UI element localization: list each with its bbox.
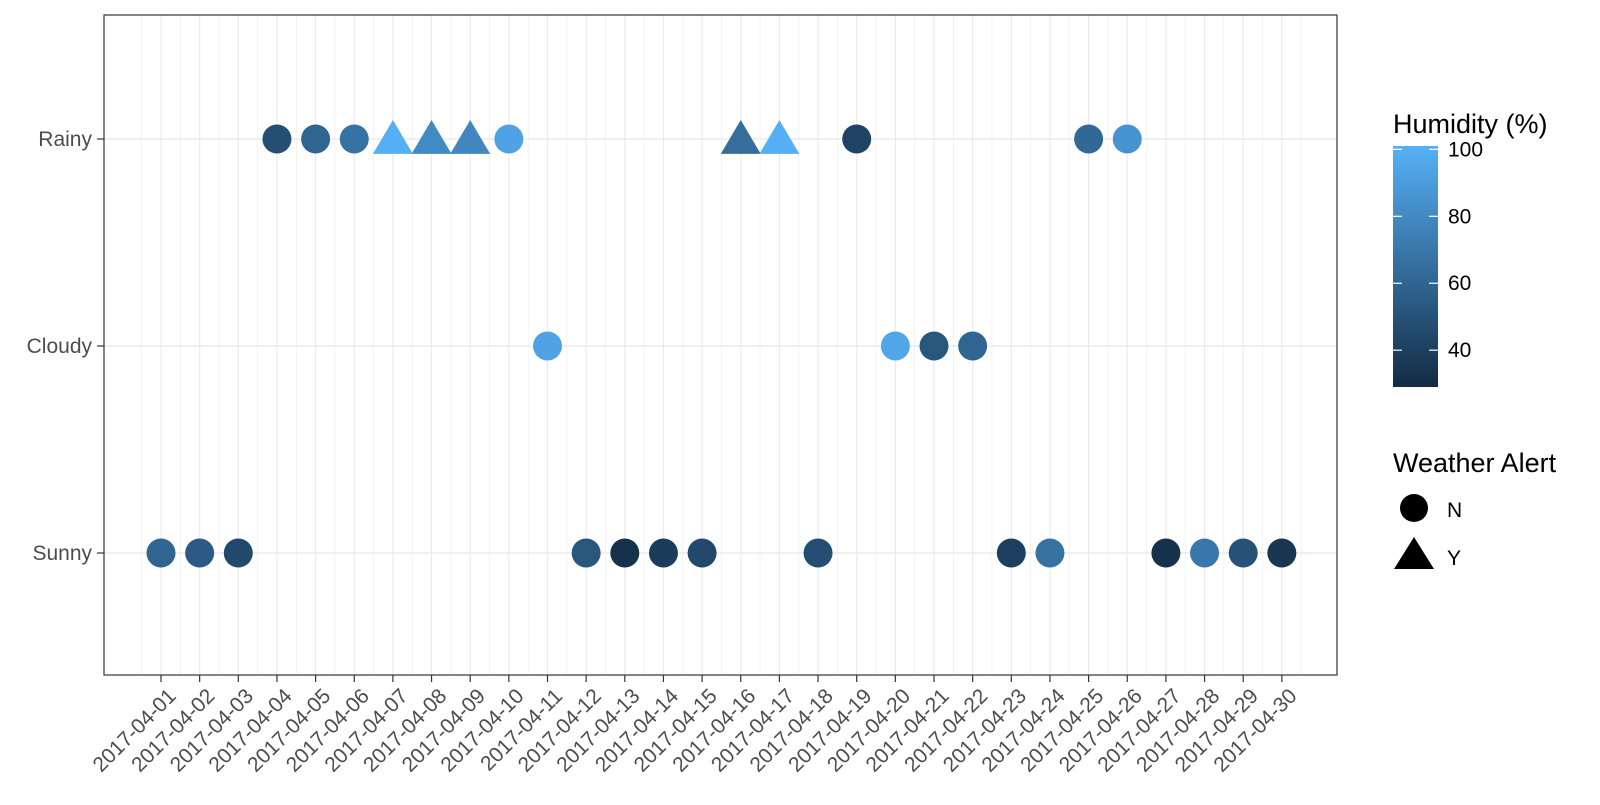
data-point-circle (648, 538, 678, 568)
data-point-circle (1112, 124, 1142, 154)
data-point-circle (146, 538, 176, 568)
data-point-circle (1190, 538, 1220, 568)
data-points (146, 120, 1297, 568)
axes: 2017-04-012017-04-022017-04-032017-04-04… (27, 128, 1302, 777)
y-tick-label: Sunny (32, 542, 92, 565)
data-point-circle (571, 538, 601, 568)
legend-label-y: Y (1447, 547, 1461, 570)
data-point-circle (803, 538, 833, 568)
weather-alert-legend-title: Weather Alert (1393, 448, 1557, 478)
legend-triangle-icon (1394, 537, 1434, 569)
data-point-circle (185, 538, 215, 568)
colorbar-tick-label: 100 (1448, 138, 1483, 161)
data-point-circle (1267, 538, 1297, 568)
data-point-triangle (450, 120, 491, 154)
data-point-circle (533, 331, 562, 361)
data-point-circle (494, 124, 524, 154)
data-point-triangle (411, 120, 452, 154)
data-point-circle (262, 124, 292, 154)
colorbar-tick-label: 40 (1448, 339, 1471, 362)
data-point-circle (996, 538, 1026, 568)
data-point-circle (842, 124, 872, 154)
data-point-circle (1074, 124, 1104, 154)
data-point-circle (958, 331, 988, 361)
data-point-circle (1228, 538, 1258, 568)
data-point-triangle (759, 120, 800, 154)
plot-panel-border (103, 14, 1338, 676)
colorbar-tick-label: 80 (1448, 205, 1471, 228)
data-point-circle (339, 124, 369, 154)
humidity-colorbar-ticks: 40 60 80 100 (1393, 138, 1483, 362)
grid-lines (104, 15, 1337, 675)
legend-circle-icon (1400, 494, 1428, 522)
data-point-circle (880, 331, 910, 361)
data-point-triangle (372, 120, 413, 154)
humidity-legend: Humidity (%) 40 60 80 100 (1393, 109, 1548, 387)
y-tick-label: Rainy (38, 128, 92, 151)
data-point-circle (223, 538, 253, 568)
data-point-circle (1151, 538, 1181, 568)
data-point-triangle (720, 120, 761, 154)
weather-alert-legend: Weather Alert N Y (1393, 448, 1557, 570)
data-point-circle (610, 538, 640, 568)
y-tick-label: Cloudy (27, 335, 93, 358)
data-point-circle (919, 331, 949, 361)
humidity-colorbar (1393, 146, 1438, 387)
data-point-circle (687, 538, 717, 568)
humidity-legend-title: Humidity (%) (1393, 109, 1548, 139)
colorbar-tick-label: 60 (1448, 272, 1471, 295)
data-point-circle (301, 124, 331, 154)
legend-label-n: N (1447, 499, 1462, 522)
data-point-circle (1035, 538, 1065, 568)
